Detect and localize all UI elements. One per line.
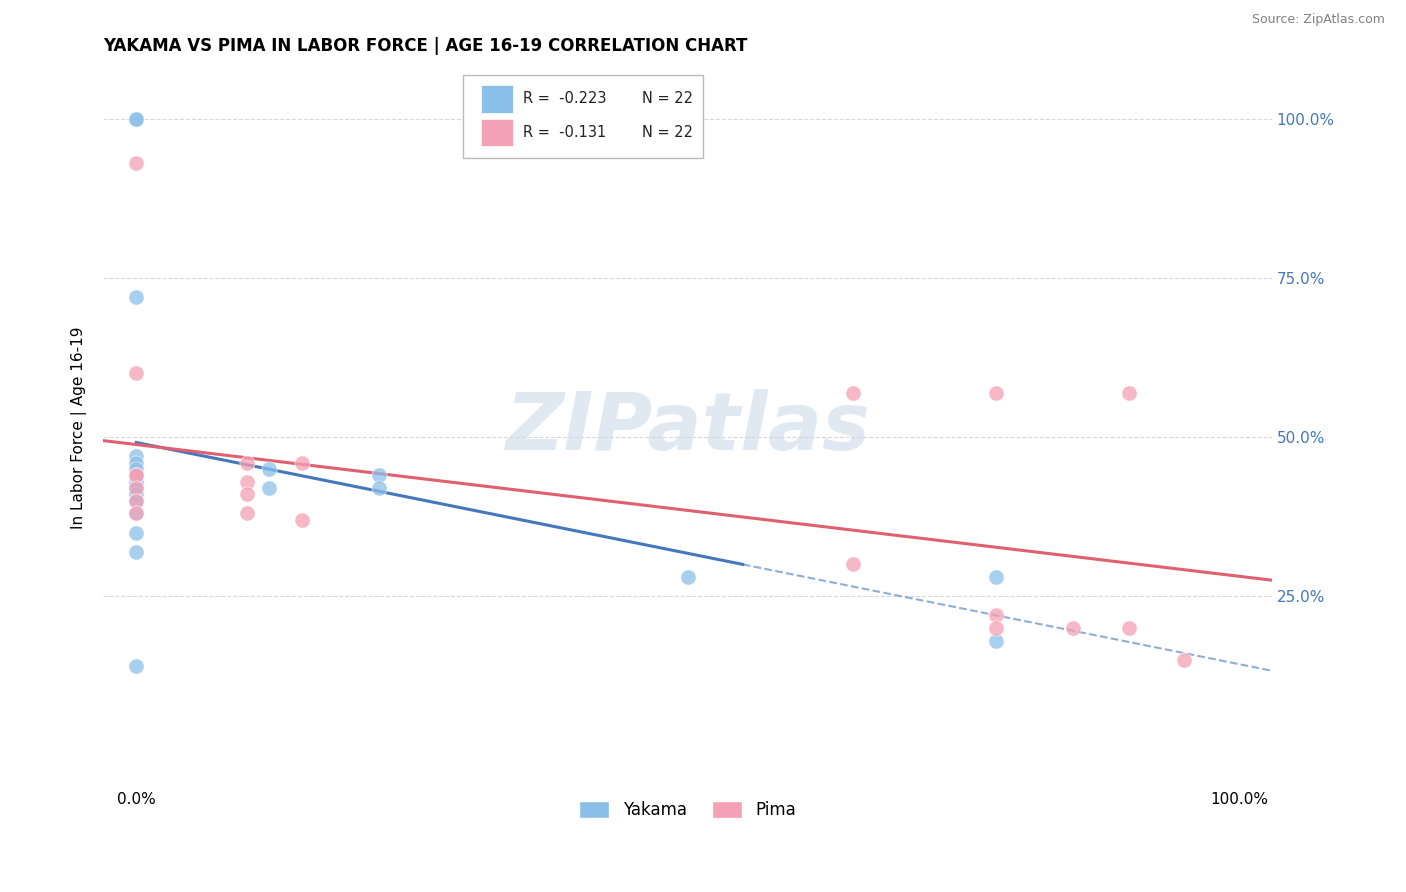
Text: ZIPatlas: ZIPatlas [505,389,870,467]
FancyBboxPatch shape [463,75,703,158]
Point [125,481,148,495]
Point [125,659,148,673]
Point [1173,653,1195,667]
Point [125,456,148,470]
FancyBboxPatch shape [481,86,513,112]
Point [291,456,314,470]
FancyBboxPatch shape [481,119,513,146]
Text: Source: ZipAtlas.com: Source: ZipAtlas.com [1251,13,1385,27]
Point [125,468,148,483]
Point [125,525,148,540]
Point [986,608,1008,623]
Point [235,487,257,501]
Point [842,385,865,400]
Point [1118,385,1140,400]
Point [986,385,1008,400]
Text: N = 22: N = 22 [643,125,693,140]
Point [125,481,148,495]
Point [125,487,148,501]
Point [1062,621,1084,635]
Point [235,507,257,521]
Point [257,462,280,476]
Text: YAKAMA VS PIMA IN LABOR FORCE | AGE 16-19 CORRELATION CHART: YAKAMA VS PIMA IN LABOR FORCE | AGE 16-1… [103,37,748,55]
Point [367,481,389,495]
Point [125,462,148,476]
Point [235,456,257,470]
Legend: Yakama, Pima: Yakama, Pima [572,794,803,826]
Point [125,507,148,521]
Point [257,481,280,495]
Point [125,367,148,381]
Y-axis label: In Labor Force | Age 16-19: In Labor Force | Age 16-19 [72,326,87,529]
Point [986,570,1008,584]
Point [125,544,148,558]
Point [235,475,257,489]
Point [125,112,148,126]
Point [367,468,389,483]
Point [1118,621,1140,635]
Point [125,468,148,483]
Point [125,493,148,508]
Point [125,468,148,483]
Point [842,558,865,572]
Point [125,156,148,170]
Point [676,570,699,584]
Point [125,449,148,463]
Point [125,290,148,304]
Point [986,633,1008,648]
Point [125,507,148,521]
Point [291,513,314,527]
Point [125,493,148,508]
Text: N = 22: N = 22 [643,91,693,106]
Point [125,475,148,489]
Point [125,112,148,126]
Text: R =  -0.223: R = -0.223 [523,91,606,106]
Point [986,621,1008,635]
Text: R =  -0.131: R = -0.131 [523,125,606,140]
